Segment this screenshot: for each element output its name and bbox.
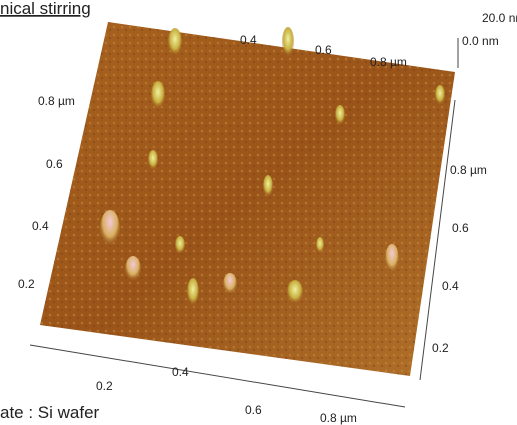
- afm-figure: nical stirring 20.0 nm 0.0 nm 0.8 µm 0.6…: [0, 0, 517, 425]
- right-label: 0.8 µm: [450, 163, 487, 177]
- back-label: 0.4: [240, 33, 257, 47]
- bottom-label: 0.8 µm: [320, 411, 357, 425]
- caption: ate : Si wafer: [0, 403, 100, 422]
- bottom-label: 0.2: [96, 379, 113, 393]
- left-label: 0.2: [18, 277, 35, 291]
- right-label: 0.2: [432, 341, 449, 355]
- left-label: 0.6: [46, 157, 63, 171]
- scale-min: 0.0 nm: [462, 34, 499, 48]
- bottom-label: 0.4: [172, 365, 189, 379]
- back-label: 0.8 µm: [370, 55, 407, 69]
- left-label: 0.8 µm: [38, 94, 75, 108]
- right-label: 0.4: [442, 279, 459, 293]
- bottom-label: 0.6: [245, 403, 262, 417]
- left-label: 0.4: [32, 219, 49, 233]
- surface-texture: [40, 22, 455, 376]
- title: nical stirring: [0, 0, 91, 18]
- back-label: 0.6: [315, 43, 332, 57]
- right-label: 0.6: [452, 221, 469, 235]
- scale-max: 20.0 nm: [482, 11, 517, 25]
